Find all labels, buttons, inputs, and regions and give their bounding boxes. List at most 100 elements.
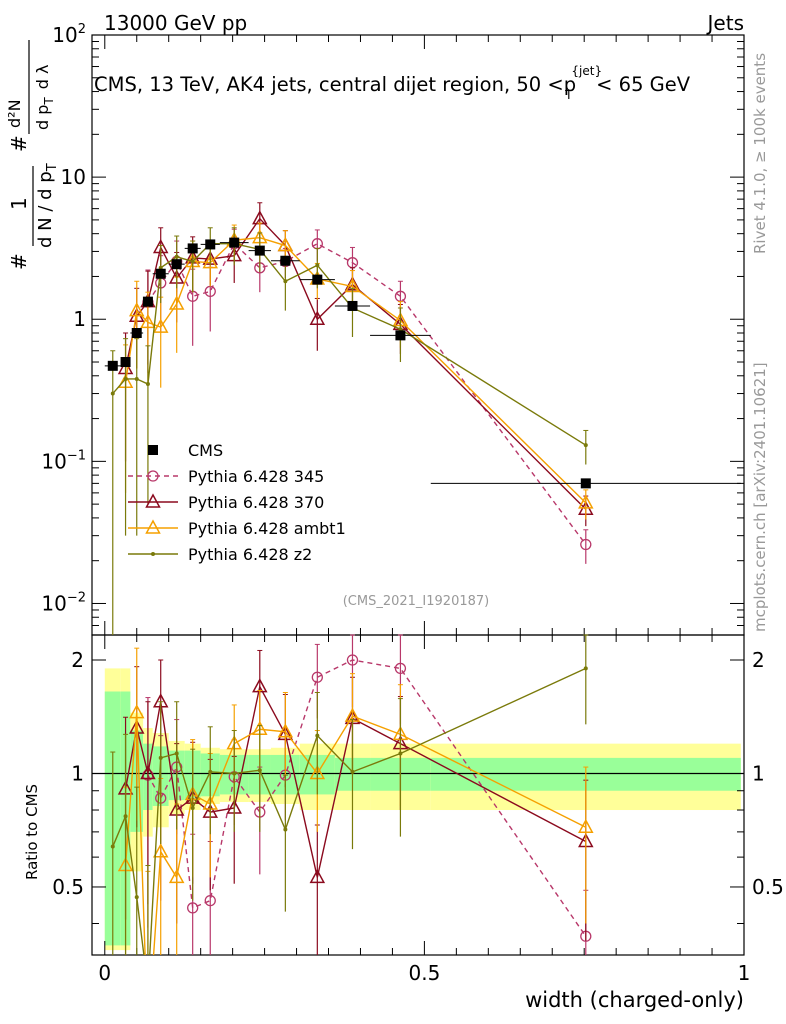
legend-label: Pythia 6.428 z2 [188,545,312,564]
legend-marker [148,445,158,455]
data-point [140,313,156,329]
legend-label: Pythia 6.428 ambt1 [188,519,346,538]
cms-data-point [107,360,118,371]
cms-data-point [131,328,142,339]
ratio-tick-label-left: 1 [71,761,84,785]
legend-entry: CMS [148,441,223,460]
ratio-data-point [346,654,359,666]
cms-data-point [120,357,131,368]
x-tick-label: 0 [98,961,111,985]
data-point [398,327,403,332]
ratio-series-line [124,712,587,955]
ratio-data-point [174,751,179,756]
x-axis-label: width (charged-only) [525,988,744,1012]
analysis-id: (CMS_2021_I1920187) [343,594,490,609]
ylabel-dpt: d p [33,105,52,130]
data-point [315,263,320,268]
data-point [123,376,128,381]
legend-entry: Pythia 6.428 370 [128,493,324,512]
data-point [277,236,294,252]
ylabel-t-sub-2: T [42,97,56,106]
ratio-data-point [168,868,185,884]
ylabel-d2n: d²N [5,99,24,128]
ratio-tick-label-left: 2 [71,648,84,672]
legend-marker [151,552,155,556]
cms-data-point [312,274,323,285]
cms-data-point [580,478,591,489]
x-tick-label: 1 [738,961,751,985]
ratio-data-point [578,818,594,834]
data-point [283,279,288,284]
ratio-y-label: Ratio to CMS [23,784,41,880]
data-point [202,254,219,269]
cms-data-point [142,296,153,307]
ratio-data-point [140,764,156,780]
ratio-data-point [583,666,588,671]
ratio-data-point [311,671,323,683]
ratio-data-point [158,755,163,760]
legend-label: Pythia 6.428 370 [188,493,324,512]
cms-data-point [155,268,166,279]
ratio-data-point [123,814,128,819]
legend-entry: Pythia 6.428 z2 [128,545,312,564]
legend-marker [145,519,161,534]
ylabel-one: 1 [7,197,31,210]
data-point [190,259,195,264]
cms-data-point [395,330,406,341]
ratio-tick-label-right: 2 [752,648,765,672]
ratio-series-line [147,659,587,937]
series-line [124,236,587,504]
ratio-data-point [232,771,237,776]
svg-text:d N / d pT: d N / d pT [35,163,60,248]
legend-label: Pythia 6.428 345 [188,467,324,486]
legend-marker [145,493,161,508]
svg-text:#: # [7,253,31,270]
data-point [309,310,326,325]
ylabel-hash-2: # [7,135,31,152]
ratio-series-line [124,684,587,878]
series-line [112,243,587,446]
series-cms [104,237,741,489]
ratio-data-point [152,843,169,858]
data-point [168,295,185,310]
data-point [128,302,145,317]
svg-text:1: 1 [7,197,31,210]
cms-data-point [254,245,265,256]
legend-label: CMS [188,441,223,460]
ratio-data-point [394,662,407,675]
ratio-series-pythia-6-428-z2 [110,634,589,955]
ylabel-dn-dpt: d N / d p [35,171,56,248]
legend: CMS Pythia 6.428 345 Pythia 6.428 370 Pythi… [128,441,346,564]
cms-data-point [280,255,291,266]
data-point [174,254,179,259]
y-tick-label: 1 [73,307,86,331]
ratio-tick-label-right: 1 [752,761,765,785]
ratio-data-point [277,723,294,738]
ylabel-dlambda: d λ [33,65,52,90]
legend-entry: Pythia 6.428 ambt1 [128,519,346,538]
ratio-data-point [398,751,403,756]
ratio-data-point [257,768,262,773]
data-point [110,391,115,396]
main-y-axis-label: # 1 d N / d pT # d²N d pTd λ [5,40,60,270]
svg-text:d pTd λ: d pTd λ [33,65,56,130]
category-label: Jets [706,11,744,35]
y-tick-label: 10−1 [41,448,86,473]
ratio-data-point [350,769,355,774]
cms-data-point [347,300,358,311]
ratio-data-point [204,894,216,907]
ratio-data-point [190,805,195,810]
ylabel-t-sub-1: T [45,163,60,172]
cms-data-point [229,237,240,248]
ylabel-hash-1: # [7,253,31,270]
ratio-tick-label-left: 0.5 [52,875,84,899]
x-tick-label: 0.5 [408,961,440,985]
main-panel-series [104,202,741,635]
data-point [145,382,150,387]
rivet-version-label: Rivet 4.1.0, ≥ 100k events [751,53,769,254]
ratio-data-point [315,733,320,738]
data-point [580,538,592,551]
legend-entry: Pythia 6.428 345 [128,467,324,486]
svg-text:d²N: d²N [5,99,24,128]
